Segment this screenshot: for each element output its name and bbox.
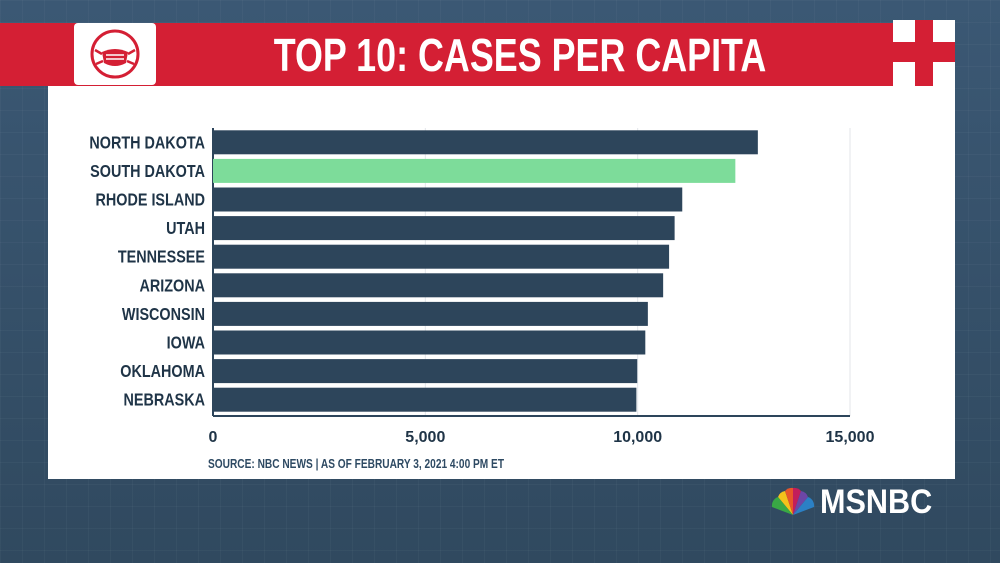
- bar: [213, 301, 648, 326]
- category-label: RHODE ISLAND: [96, 190, 206, 210]
- msnbc-logo: MSNBC: [770, 482, 945, 521]
- source-note: SOURCE: NBC NEWS | AS OF FEBRUARY 3, 202…: [208, 456, 505, 471]
- peacock-icon: [771, 487, 815, 515]
- bar: [213, 130, 758, 155]
- category-label: UTAH: [166, 219, 205, 239]
- bar: [213, 187, 683, 212]
- bar: [213, 387, 637, 412]
- tick-label: 15,000: [826, 429, 875, 446]
- tick-label: 0: [209, 429, 218, 446]
- category-label: ARIZONA: [139, 276, 205, 296]
- bar: [213, 330, 646, 355]
- bar: [213, 158, 736, 183]
- tick-label: 5,000: [405, 429, 445, 446]
- medical-cross-icon: [893, 20, 955, 86]
- tick-label: 10,000: [613, 429, 662, 446]
- bar: [213, 216, 675, 241]
- page-title: TOP 10: CASES PER CAPITA: [273, 28, 767, 81]
- header-bar: [0, 23, 955, 86]
- logo-text: MSNBC: [820, 482, 933, 521]
- category-label: SOUTH DAKOTA: [90, 161, 205, 181]
- category-label: TENNESSEE: [118, 247, 205, 267]
- bar: [213, 244, 670, 269]
- face-mask-icon: [74, 23, 156, 85]
- category-label: OKLAHOMA: [120, 362, 205, 382]
- bar: [213, 359, 638, 384]
- category-label: IOWA: [167, 333, 206, 353]
- bar: [213, 273, 664, 298]
- category-label: WISCONSIN: [122, 304, 205, 324]
- category-label: NORTH DAKOTA: [89, 133, 205, 153]
- category-label: NEBRASKA: [123, 390, 205, 410]
